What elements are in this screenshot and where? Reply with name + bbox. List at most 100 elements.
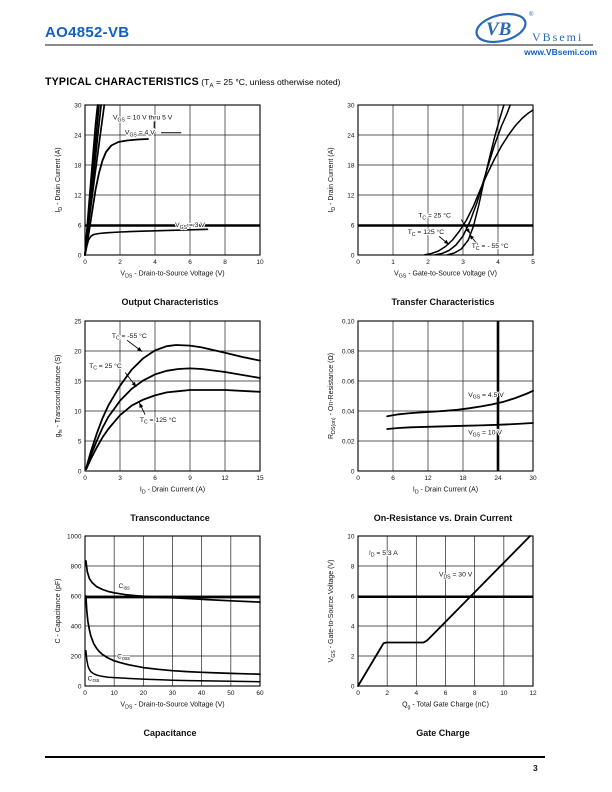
curves	[386, 389, 534, 430]
svg-text:0.10: 0.10	[342, 318, 355, 325]
brand-name: VBsemi	[532, 30, 584, 44]
svg-text:12: 12	[529, 690, 537, 697]
gridlines	[358, 105, 533, 255]
registered-trademark: ®	[529, 12, 534, 18]
svg-text:4: 4	[153, 259, 157, 266]
chart-transfer-characteristics: 0 1 2 3 4 5 0 6 12 18 24 30 VGS - Gate-to-Source Vol…	[318, 95, 568, 307]
annotation-label: VGS = 4.5 V	[468, 392, 504, 401]
svg-text:25: 25	[74, 318, 82, 325]
arrowhead	[137, 347, 143, 352]
svg-text:0: 0	[351, 468, 355, 475]
svg-text:600: 600	[71, 593, 82, 600]
svg-text:0: 0	[83, 475, 87, 482]
svg-text:0: 0	[83, 259, 87, 266]
chart-transconductance: 0 3 6 9 12 15 0 5 10 15 20 25 ID - Drain Current (A)…	[45, 311, 295, 523]
curves	[357, 535, 532, 687]
svg-text:6: 6	[444, 690, 448, 697]
gridlines	[85, 321, 260, 471]
arrowhead	[443, 239, 449, 245]
chart-canvas-transconductance: 0 3 6 9 12 15 0 5 10 15 20 25 ID - Drain Current (A)…	[55, 318, 264, 495]
chart-capacitance: 0 10 20 30 40 50 60 0 200 400 600 800 1000 VDS - Drai…	[45, 526, 295, 738]
svg-text:400: 400	[71, 623, 82, 630]
svg-text:30: 30	[169, 690, 177, 697]
website-link[interactable]: www.VBsemi.com	[524, 47, 597, 57]
section-heading: TYPICAL CHARACTERISTICS (TA = 25 °C, unl…	[45, 76, 341, 90]
chart-plot-area: 0 1 2 3 4 5 0 6 12 18 24 30 VGS - Gate-to-Source Vol…	[318, 95, 568, 294]
chart-plot-area: 0 6 12 18 24 30 0 0.02 0.04 0.06 0.08 0.10 ID - Drai…	[318, 311, 568, 510]
annotation-label: TC = 25 °C	[89, 362, 122, 372]
svg-text:0: 0	[351, 252, 355, 259]
svg-text:0: 0	[78, 468, 82, 475]
chart-canvas-gate-charge: 0 2 4 6 8 10 12 0 2 4 6 8 10 Qg - Total Gate Charge (…	[328, 533, 537, 710]
svg-text:0.06: 0.06	[342, 378, 355, 385]
svg-text:0: 0	[78, 683, 82, 690]
svg-text:30: 30	[529, 475, 537, 482]
svg-text:10: 10	[500, 690, 508, 697]
y-axis-label: ID - Drain Current (A)	[328, 147, 337, 212]
svg-text:12: 12	[347, 192, 355, 199]
curves	[85, 559, 261, 683]
curve-coss	[85, 595, 261, 676]
svg-text:24: 24	[347, 132, 355, 139]
svg-text:50: 50	[227, 690, 235, 697]
chart-title: On-Resistance vs. Drain Current	[373, 513, 513, 523]
svg-text:8: 8	[223, 259, 227, 266]
svg-text:6: 6	[78, 222, 82, 229]
svg-text:0.02: 0.02	[342, 438, 355, 445]
chart-on-resistance: 0 6 12 18 24 30 0 0.02 0.04 0.06 0.08 0.10 ID - Drai…	[318, 311, 568, 523]
plot-border	[357, 535, 534, 687]
svg-text:9: 9	[188, 475, 192, 482]
svg-text:30: 30	[347, 102, 355, 109]
svg-text:24: 24	[74, 132, 82, 139]
annotation-label: TC = - 55 °C	[472, 242, 509, 252]
svg-text:15: 15	[74, 378, 82, 385]
annotation-label: VDS = 30 V	[439, 572, 473, 581]
svg-text:6: 6	[153, 475, 157, 482]
svg-text:6: 6	[188, 259, 192, 266]
svg-text:8: 8	[351, 563, 355, 570]
annotation-label: Ciss	[119, 583, 131, 592]
plot-border	[84, 320, 261, 472]
svg-text:3: 3	[118, 475, 122, 482]
annotation-label: VGS = 10 V	[468, 430, 502, 439]
svg-text:6: 6	[351, 222, 355, 229]
svg-text:15: 15	[256, 475, 264, 482]
plot-border	[357, 104, 534, 256]
chart-plot-area: 0 10 20 30 40 50 60 0 200 400 600 800 1000 VDS - Drai…	[45, 526, 295, 725]
vbsemi-logo-icon: VB	[474, 12, 532, 49]
svg-text:20: 20	[74, 348, 82, 355]
arrowhead	[465, 228, 470, 234]
svg-text:0: 0	[356, 475, 360, 482]
part-number: AO4852-VB	[45, 24, 130, 41]
tick-labels: 0 3 6 9 12 15 0 5 10 15 20 25	[74, 318, 264, 482]
svg-text:2: 2	[351, 653, 355, 660]
svg-text:4: 4	[351, 623, 355, 630]
svg-text:18: 18	[459, 475, 467, 482]
annotation-label: Crss	[88, 675, 100, 684]
curve-vgs-4.5v	[386, 389, 534, 418]
curve-vgs-3v	[84, 228, 209, 256]
plot-border	[357, 320, 534, 472]
svg-text:0: 0	[356, 259, 360, 266]
page-number: 3	[533, 763, 538, 773]
svg-text:4: 4	[415, 690, 419, 697]
curve-vgs-5v	[84, 104, 106, 256]
annotation-label: ID = 5.3 A	[369, 550, 398, 559]
x-axis-label: VDS - Drain-to-Source Voltage (V)	[120, 702, 224, 711]
brand-block: VB VBsemi ®	[474, 12, 604, 49]
curves	[85, 344, 261, 471]
y-axis-label: gfs - Transconductance (S)	[55, 355, 64, 438]
curve-tc-25c	[85, 367, 261, 470]
plot-border	[84, 535, 261, 687]
chart-title: Capacitance	[143, 728, 197, 738]
arrowhead	[131, 381, 137, 387]
curve-tc-minus55c	[85, 344, 261, 469]
y-axis-label: RDS(on) - On-Resistance (Ω)	[328, 353, 337, 439]
annotation-label: VGS = 4 V	[125, 130, 155, 139]
curve-vgs-10v	[386, 422, 534, 430]
svg-text:200: 200	[71, 653, 82, 660]
